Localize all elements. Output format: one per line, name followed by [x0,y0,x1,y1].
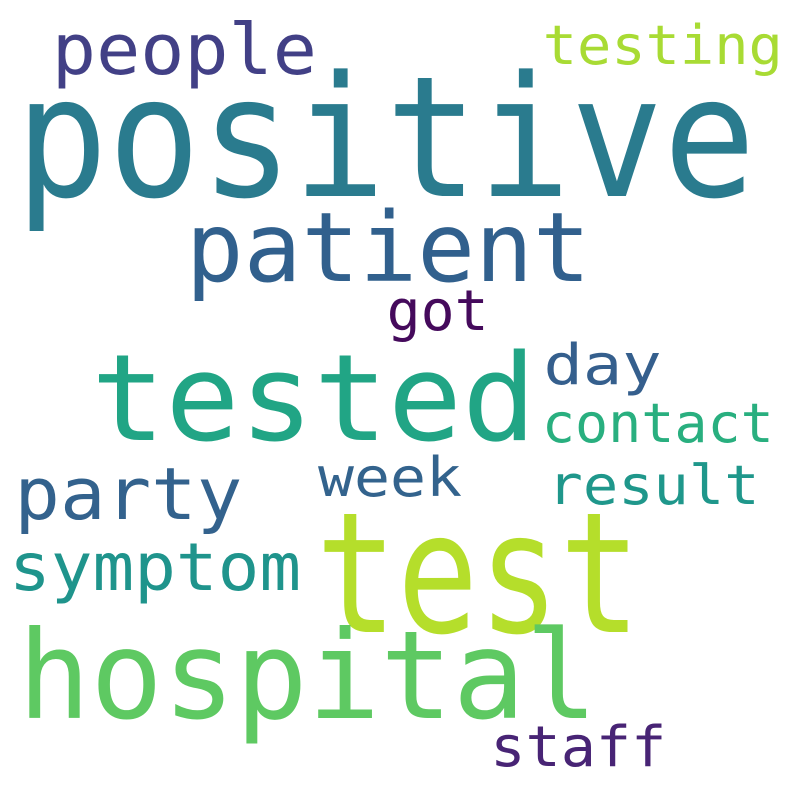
word-positive: positive [15,40,757,236]
word-staff: staff [489,715,666,780]
word-people: people [51,9,317,91]
word-hospital: hospital [18,605,598,747]
word-day: day [543,333,663,398]
word-tested: tested [91,330,537,469]
word-test: test [315,476,641,672]
word-party: party [13,452,243,536]
word-symptom: symptom [8,529,302,606]
word-week: week [318,446,462,509]
word-patient: patient [185,192,591,304]
word-got: got [387,279,489,344]
word-contact: contact [542,392,774,455]
word-result: result [547,454,761,517]
word-testing: testing [542,14,784,77]
